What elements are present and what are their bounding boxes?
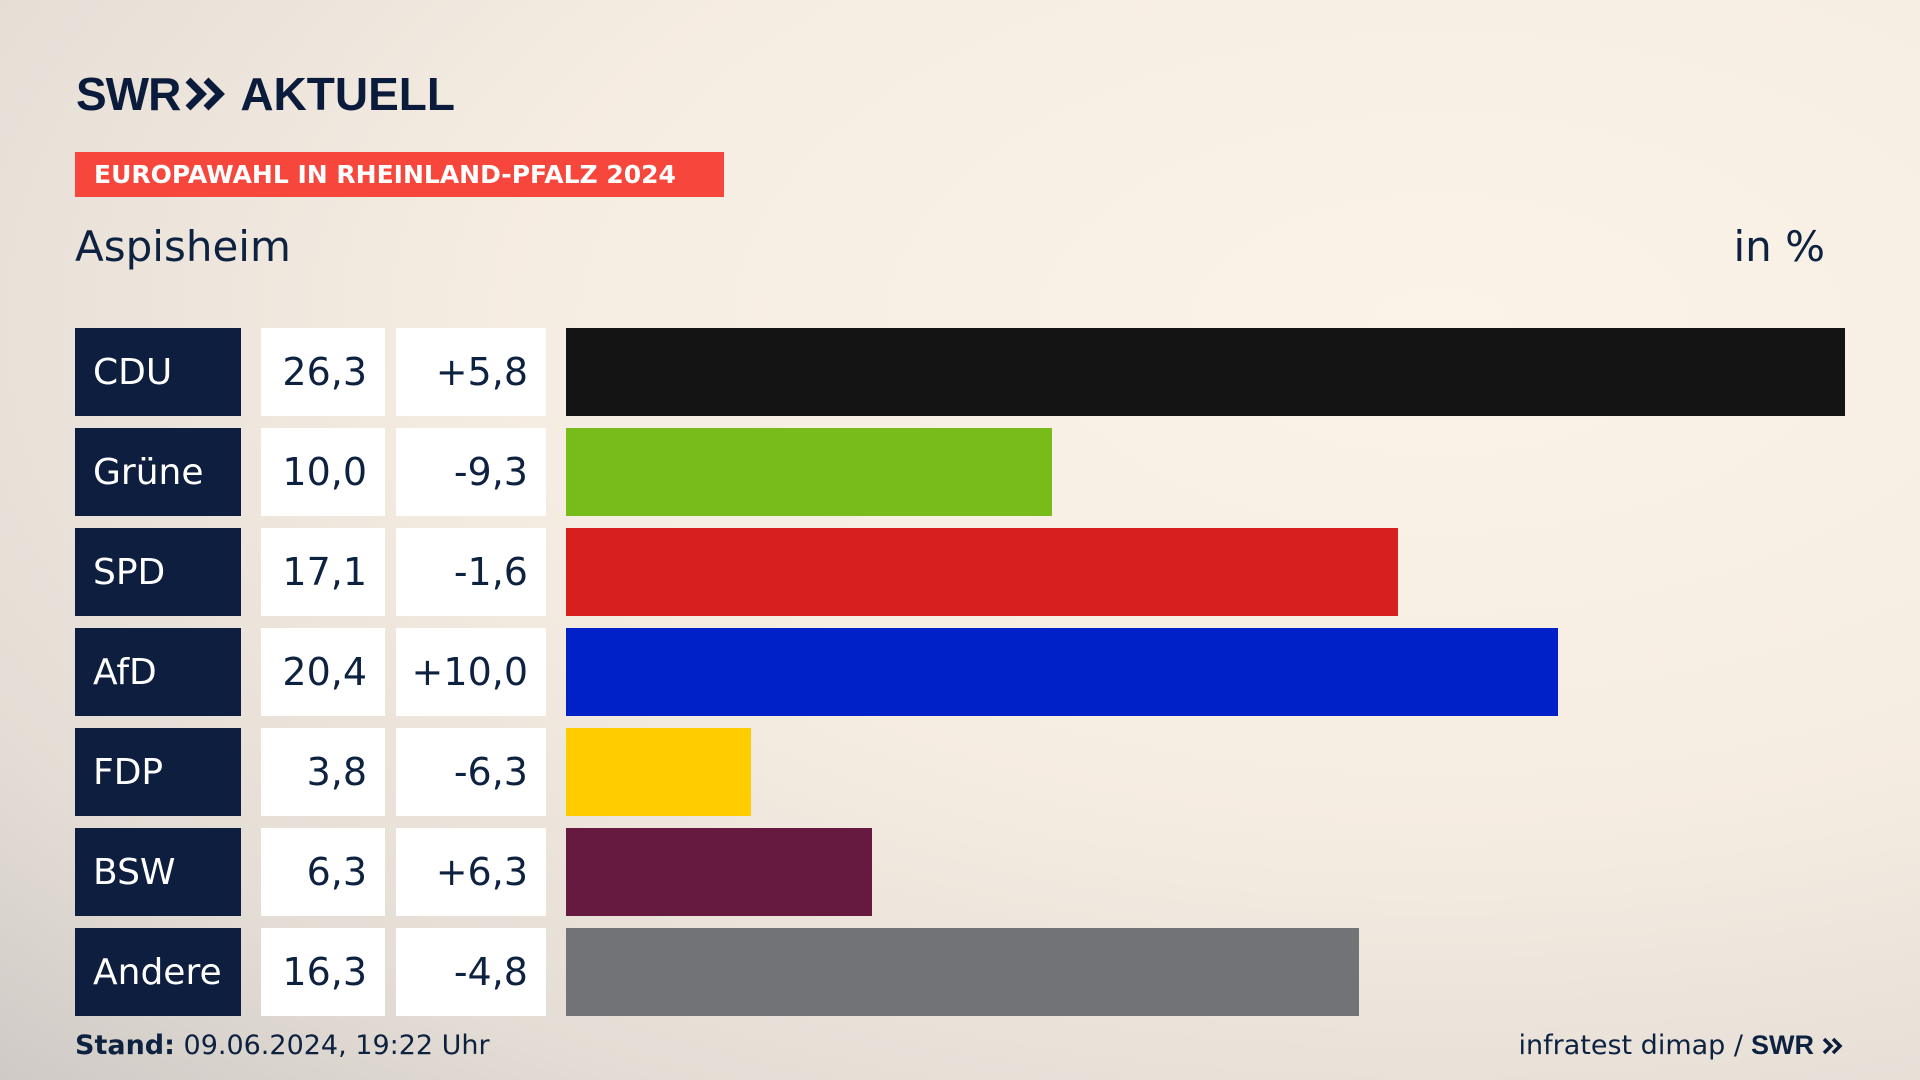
party-row: SPD 17,1 -1,6 bbox=[75, 528, 1875, 616]
party-row: AfD 20,4 +10,0 bbox=[75, 628, 1875, 716]
vote-share-value: 3,8 bbox=[261, 728, 385, 816]
party-row: FDP 3,8 -6,3 bbox=[75, 728, 1875, 816]
vote-share-value: 17,1 bbox=[261, 528, 385, 616]
change-value: +6,3 bbox=[396, 828, 546, 916]
party-label: FDP bbox=[75, 728, 241, 816]
party-row: CDU 26,3 +5,8 bbox=[75, 328, 1875, 416]
party-row: BSW 6,3 +6,3 bbox=[75, 828, 1875, 916]
small-chevron-icon bbox=[1822, 1037, 1843, 1054]
result-bar bbox=[566, 428, 1052, 516]
change-value: -4,8 bbox=[396, 928, 546, 1016]
result-bar bbox=[566, 528, 1398, 616]
party-label: AfD bbox=[75, 628, 241, 716]
result-bar bbox=[566, 928, 1359, 1016]
logo-product: AKTUELL bbox=[240, 68, 455, 120]
result-bar bbox=[566, 828, 872, 916]
change-value: -9,3 bbox=[396, 428, 546, 516]
unit-label: in % bbox=[1733, 222, 1825, 271]
party-label: SPD bbox=[75, 528, 241, 616]
stand-value: 09.06.2024, 19:22 Uhr bbox=[183, 1030, 490, 1061]
party-label: CDU bbox=[75, 328, 241, 416]
party-row: Grüne 10,0 -9,3 bbox=[75, 428, 1875, 516]
change-value: -6,3 bbox=[396, 728, 546, 816]
change-value: +5,8 bbox=[396, 328, 546, 416]
swr-aktuell-logo: SWR AKTUELL bbox=[76, 64, 455, 124]
source-credit: infratest dimap / SWR bbox=[1518, 1030, 1844, 1061]
logo-brand: SWR bbox=[76, 68, 181, 120]
double-chevron-icon bbox=[185, 77, 226, 111]
source-text: infratest dimap / bbox=[1518, 1030, 1743, 1061]
stand-label: Stand: bbox=[75, 1030, 175, 1061]
party-row: Andere 16,3 -4,8 bbox=[75, 928, 1875, 1016]
election-banner: EUROPAWAHL IN RHEINLAND-PFALZ 2024 bbox=[75, 152, 724, 197]
party-label: Andere bbox=[75, 928, 241, 1016]
timestamp: Stand: 09.06.2024, 19:22 Uhr bbox=[75, 1030, 490, 1061]
change-value: -1,6 bbox=[396, 528, 546, 616]
result-bar bbox=[566, 728, 751, 816]
vote-share-value: 26,3 bbox=[261, 328, 385, 416]
vote-share-value: 20,4 bbox=[261, 628, 385, 716]
party-label: Grüne bbox=[75, 428, 241, 516]
party-label: BSW bbox=[75, 828, 241, 916]
vote-share-value: 10,0 bbox=[261, 428, 385, 516]
change-value: +10,0 bbox=[396, 628, 546, 716]
source-brand: SWR bbox=[1751, 1030, 1814, 1060]
vote-share-value: 16,3 bbox=[261, 928, 385, 1016]
result-bar bbox=[566, 328, 1845, 416]
result-bar bbox=[566, 628, 1558, 716]
vote-share-value: 6,3 bbox=[261, 828, 385, 916]
place-title: Aspisheim bbox=[75, 222, 291, 271]
